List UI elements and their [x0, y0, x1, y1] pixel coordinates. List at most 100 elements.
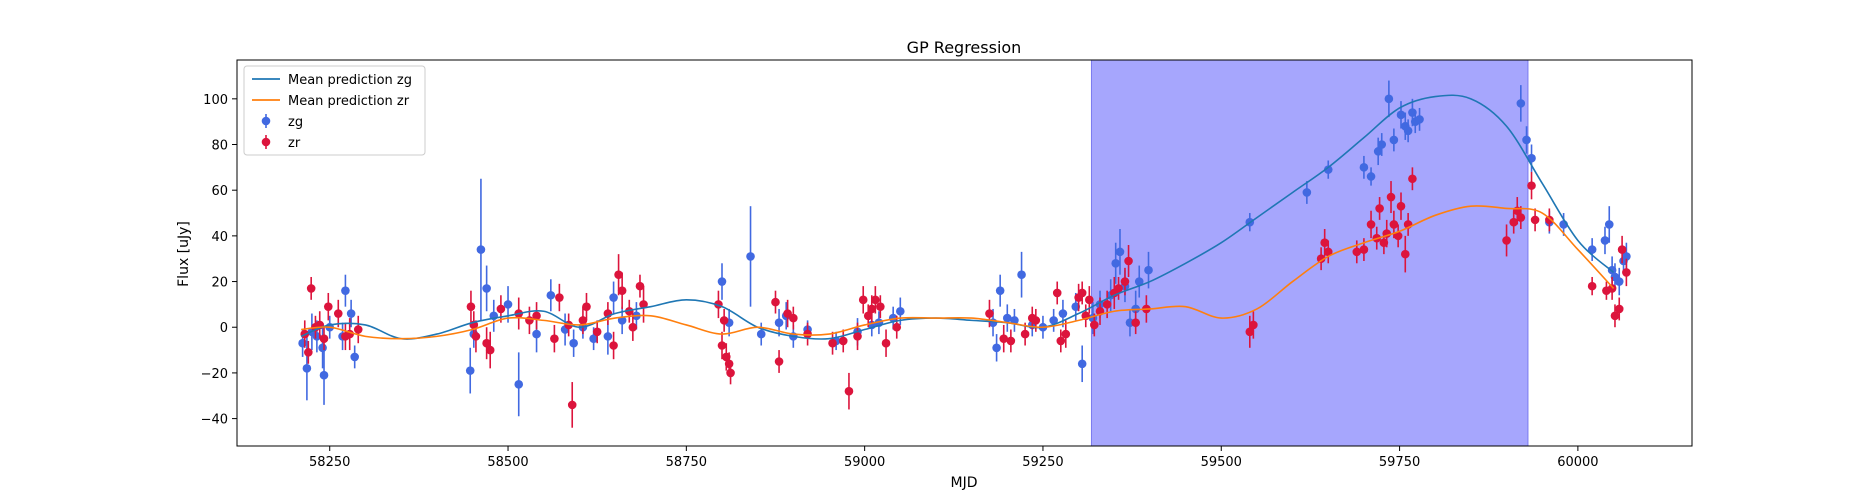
- point-zg: [514, 380, 524, 389]
- point-zr: [724, 359, 734, 369]
- point-zr: [1090, 320, 1099, 330]
- point-zr: [1320, 238, 1329, 248]
- point-zr: [876, 302, 885, 311]
- line-mean-prediction-zr: [301, 205, 1615, 340]
- x-tick-label: 59250: [1022, 455, 1063, 470]
- point-zr: [726, 368, 735, 378]
- point-zr: [1316, 254, 1326, 264]
- point-zg: [1604, 220, 1614, 229]
- point-zg: [603, 332, 613, 341]
- point-zr: [867, 304, 877, 314]
- point-zg: [609, 293, 618, 302]
- point-zr: [844, 386, 854, 396]
- point-zg: [569, 338, 578, 348]
- point-zr: [532, 311, 541, 321]
- x-tick-label: 60000: [1557, 455, 1598, 470]
- x-tick-label: 59500: [1201, 455, 1242, 470]
- point-zr: [333, 309, 343, 318]
- point-zr: [1610, 311, 1620, 321]
- y-tick-label: 20: [211, 276, 228, 291]
- point-zr: [789, 313, 798, 323]
- point-zg: [1587, 245, 1597, 254]
- point-zg: [1359, 163, 1369, 172]
- point-zg: [896, 306, 905, 316]
- point-zr: [525, 316, 534, 325]
- point-zr: [1102, 300, 1112, 309]
- point-zr: [466, 302, 476, 311]
- point-zg: [1516, 99, 1526, 108]
- y-tick-label: 0: [220, 321, 228, 336]
- legend: Mean prediction zg Mean prediction zr zg zr: [243, 65, 426, 156]
- point-zr: [1124, 256, 1133, 266]
- point-zr: [783, 309, 792, 318]
- point-zg: [546, 290, 556, 300]
- point-zg: [1396, 110, 1406, 120]
- point-zr: [482, 338, 491, 348]
- point-zg: [318, 343, 327, 353]
- point-zr: [1509, 217, 1518, 227]
- point-zr: [496, 304, 506, 314]
- point-zr: [319, 334, 329, 343]
- point-zg: [746, 252, 755, 261]
- point-zg: [1010, 316, 1019, 325]
- point-zg: [465, 366, 475, 375]
- point-zr: [1587, 281, 1597, 291]
- x-tick-label: 59750: [1379, 455, 1420, 470]
- point-zr: [614, 270, 623, 279]
- point-zr: [1375, 204, 1384, 213]
- point-zr: [892, 322, 902, 332]
- point-zr: [550, 334, 559, 343]
- point-zg: [1366, 172, 1376, 181]
- point-zr: [1359, 245, 1369, 254]
- y-tick-label: 40: [211, 230, 228, 245]
- point-zg: [503, 300, 513, 309]
- point-zg: [1522, 135, 1531, 145]
- point-zr: [1516, 213, 1526, 222]
- point-zr: [353, 325, 363, 334]
- point-zg: [1144, 265, 1153, 275]
- point-zr: [771, 297, 780, 307]
- point-zg: [1622, 252, 1631, 261]
- point-zg: [888, 313, 898, 323]
- legend-swatch-zg: [261, 116, 271, 126]
- point-zr: [1386, 192, 1396, 202]
- legend-label-zr: zr: [288, 136, 301, 151]
- legend-box: [243, 65, 426, 156]
- point-zr: [1622, 268, 1631, 277]
- point-zr: [1530, 215, 1540, 225]
- x-tick-label: 58750: [666, 455, 707, 470]
- point-zr: [306, 284, 316, 293]
- point-zr: [1527, 181, 1536, 190]
- point-zr: [555, 293, 564, 302]
- point-zg: [1115, 247, 1125, 257]
- point-zg: [1614, 277, 1624, 286]
- point-zr: [1031, 316, 1041, 325]
- point-zr: [853, 332, 862, 341]
- point-zr: [624, 306, 634, 316]
- point-zr: [719, 316, 729, 325]
- point-zg: [1389, 135, 1399, 145]
- point-zg: [1111, 258, 1121, 268]
- point-zr: [999, 334, 1009, 343]
- y-tick-label: 80: [211, 139, 228, 154]
- point-zr: [1614, 304, 1624, 314]
- point-zg: [532, 329, 541, 339]
- point-zg: [1302, 188, 1312, 197]
- point-zr: [1502, 236, 1511, 245]
- point-zr: [1245, 327, 1255, 337]
- point-zr: [871, 295, 880, 305]
- point-zr: [881, 338, 891, 348]
- point-zr: [582, 302, 591, 311]
- point-zr: [985, 309, 994, 318]
- point-zr: [1020, 329, 1030, 339]
- chart-title: GP Regression: [907, 38, 1022, 57]
- point-zr: [1323, 247, 1333, 257]
- point-zg: [1134, 277, 1144, 286]
- y-tick-label: 100: [203, 93, 228, 108]
- point-zr: [1056, 336, 1066, 346]
- point-zr: [1077, 288, 1087, 298]
- point-zr: [304, 348, 313, 357]
- point-zr: [635, 281, 645, 291]
- point-zg: [1323, 165, 1333, 174]
